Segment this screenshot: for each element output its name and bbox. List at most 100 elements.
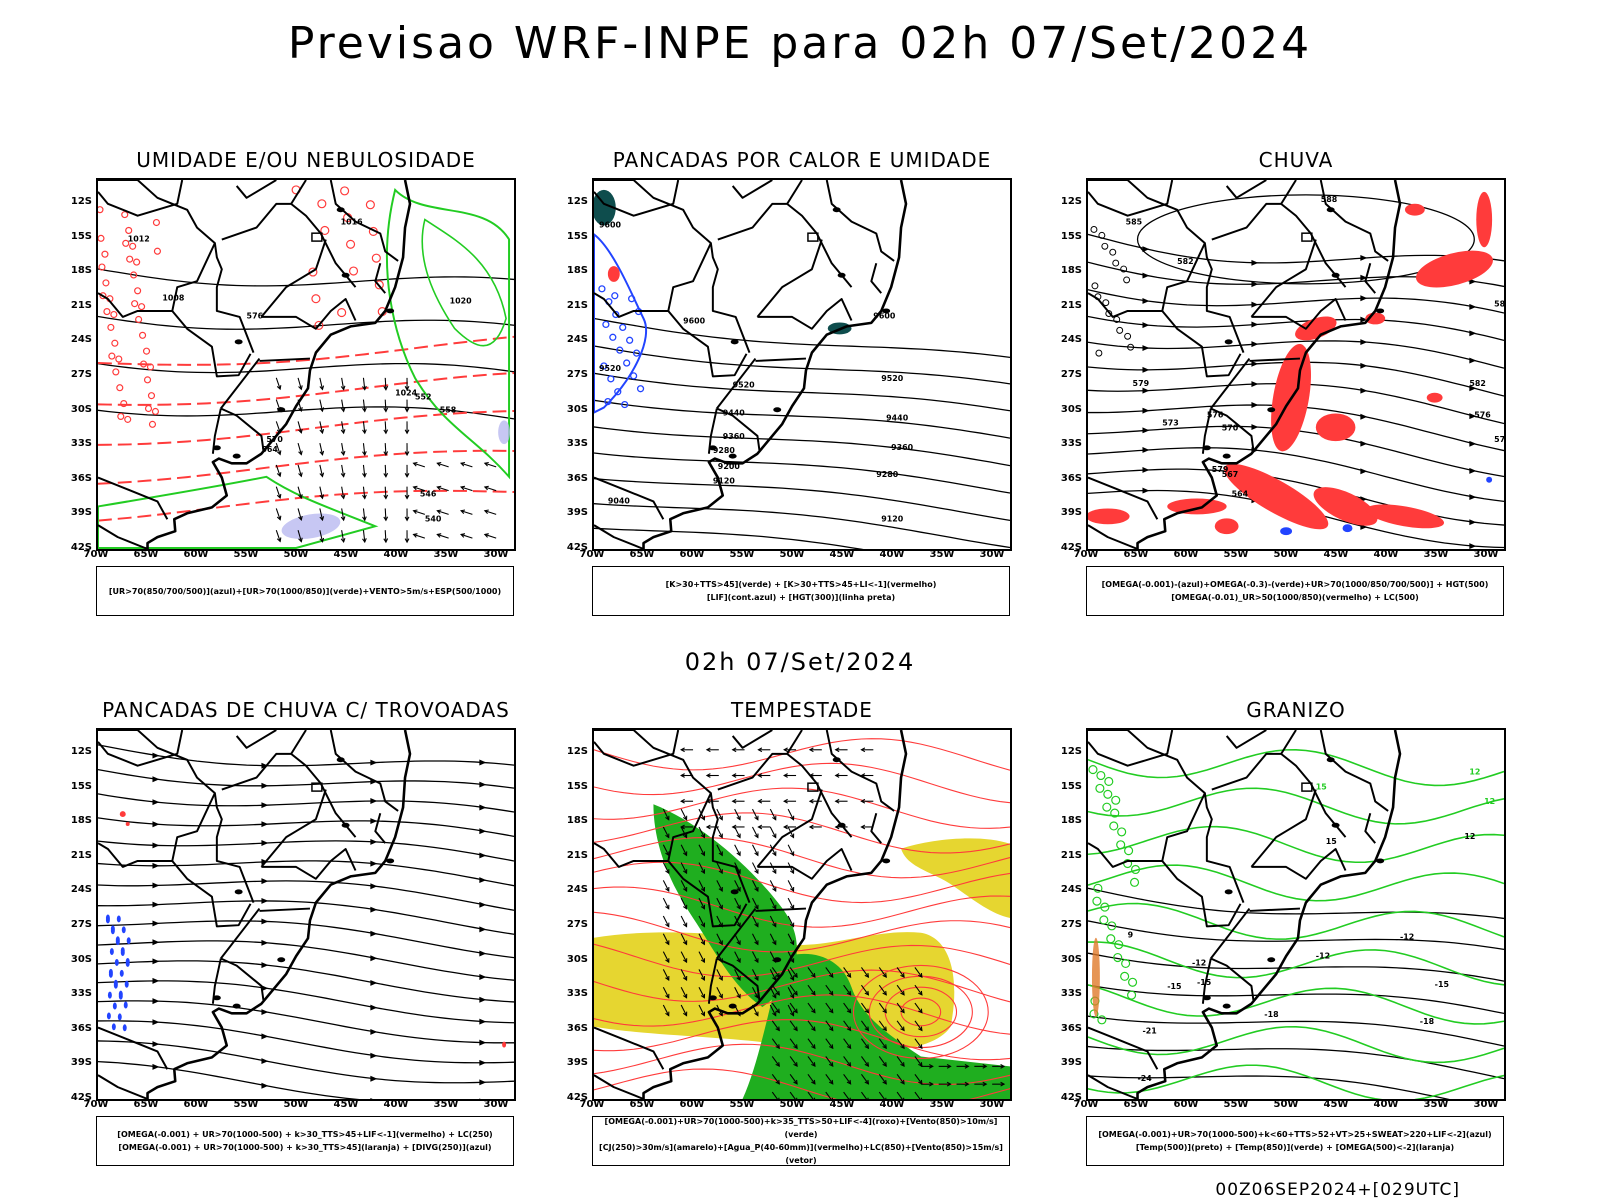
humidity-500-area [281,513,341,540]
wind-vector [843,1091,850,1099]
contour-label: 9040 [608,496,631,505]
lake [1222,1003,1231,1009]
lc850-streamline [900,997,942,1027]
lifted-index-contour [626,336,634,344]
lc850-streamline [594,943,1010,978]
lake [212,445,221,451]
longitude-tick-label: 55W [729,1099,755,1110]
humidity-700-contour [117,412,125,420]
lake [277,957,286,963]
panel-title: GRANIZO [1246,698,1346,722]
wind-vector [716,826,723,838]
height-300-contour [594,527,864,549]
wind-vector-head [665,904,670,910]
divergence-area [123,1001,128,1009]
political-border [667,860,748,928]
wind-vector-head [900,1044,905,1050]
wind-vector [734,986,741,999]
wind-vector-head [918,1026,923,1032]
lifted-index-contour [614,388,622,396]
political-border [756,789,823,868]
wind-vector [843,1002,852,1013]
humidity-700-contour [112,368,120,376]
height-300-contour [594,345,1010,385]
wind-vector [460,510,473,515]
wind-vector [914,984,923,996]
flow-arrow [152,799,160,806]
lake [341,272,350,278]
wind-vector-head [811,1062,816,1067]
panel-legend: [OMEGA(-0.001)+UR>70(1000-500)+k<60+TTS>… [1086,1116,1504,1166]
wind-vector-head [846,1008,852,1014]
wind-vector-head [828,1008,834,1014]
latitude-tick-label: 33S [566,438,588,450]
contour-label: 9520 [733,381,756,390]
wind-vector [878,1020,887,1031]
longitude-tick-label: 45W [333,549,359,560]
geography [594,730,908,1099]
wind-vector [384,399,387,412]
latitude-tick-label: 27S [1060,369,1082,380]
political-border [221,752,357,838]
political-border [220,957,265,1001]
height-500-contour [1105,310,1113,318]
wind-vector-head [298,385,303,391]
main-title: Previsao WRF-INPE para 02h 07/Set/2024 [287,18,1313,69]
wind-vector-head [929,1081,934,1087]
wind-vector-head [298,428,303,434]
political-border [825,180,895,262]
wind-vector-head [362,538,367,544]
contour-label: 546 [420,490,437,499]
wind-vector-head [864,1008,870,1014]
wind-vector [751,969,759,981]
political-border [594,242,712,318]
temp-850-contour [1100,902,1110,912]
forecast-map: 585 588 585 582 579 576 573 570 567 564 576 573 582 5… [1086,178,1506,551]
wind-vector-head [860,747,866,753]
wind-vector [384,486,387,499]
political-border [1088,524,1138,549]
field-layer: 9600 9600 9600 9520 9520 9440 9440 9360 9360 9280… [594,189,1010,549]
flow-arrow [1469,467,1477,474]
lake [1224,339,1233,345]
wind-vector [484,533,497,539]
temp-850-contour [1088,1064,1504,1099]
temp-850-contour [1102,802,1112,812]
contour-label: -24 [1138,1074,1153,1083]
humidity-700-contour [122,239,130,247]
contour-label: 1024 [395,389,418,398]
thickness-contour [98,410,514,446]
lake [1326,207,1335,213]
temp-850-contour [1109,821,1119,831]
lc850-streamline [594,812,1010,854]
wind-vector [734,969,741,981]
wind-vector-head [404,538,410,544]
humidity-850-contour [386,187,511,480]
contour-label: 576 [247,312,264,321]
wind-vector [698,862,705,874]
contour-label: 573 [1494,435,1504,444]
wind-vector-head [665,922,670,928]
flow-arrow [1360,316,1368,323]
humidity-700-contour [115,355,123,363]
wind-vector-head [383,451,389,457]
wind-vector [362,530,366,543]
divergence-area [119,969,124,977]
latitude-tick-label: 27S [566,919,588,930]
lake [882,858,891,864]
divergence-area [118,992,123,1000]
wind-vector-head [362,516,367,522]
contour-label: 9360 [891,443,914,452]
wind-vector [698,915,705,927]
longitude-tick-label: 45W [829,549,855,560]
lifted-index-contour [619,323,627,332]
lc850-streamline [594,836,1010,879]
wind-250-streamline [98,900,514,935]
latitude-tick-label: 15S [1060,780,1082,792]
humidity-700-contour [98,263,106,271]
political-border [261,298,357,330]
political-border [731,730,773,749]
wind-vector [341,421,345,434]
contour-label: 15 [1316,782,1327,791]
latitude-tick-label: 27S [1060,919,1082,930]
